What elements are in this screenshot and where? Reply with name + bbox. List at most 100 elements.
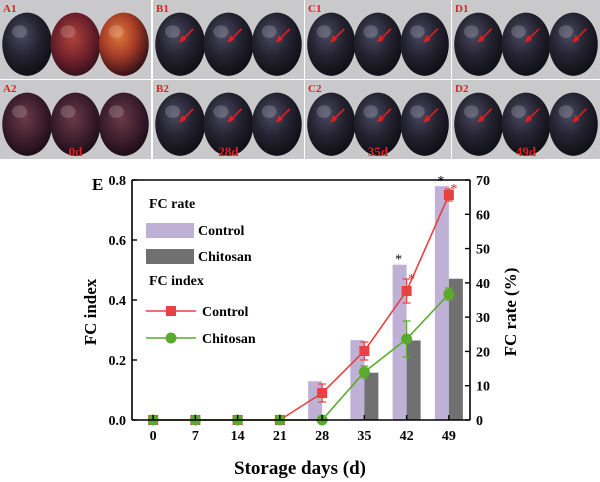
plum-highlight [363, 105, 379, 118]
crack-arrowhead [376, 34, 384, 43]
photo-panel-id: B1 [156, 3, 169, 15]
plum-fruit [454, 12, 504, 76]
y-right-tick-label: 0 [476, 414, 483, 429]
x-axis-label: Storage days (d) [234, 458, 366, 479]
photo-panel-a1: A1 [0, 0, 151, 79]
plum-highlight [316, 25, 332, 38]
significance-mark-line: * [450, 182, 457, 197]
y-right-tick-label: 30 [476, 311, 490, 326]
legend-title-fc-rate: FC rate [149, 197, 195, 212]
crack-arrowhead [330, 34, 338, 43]
plum-fruit [353, 92, 403, 156]
legend-label-rate-control: Control [198, 224, 245, 239]
plum-fruit [353, 12, 403, 76]
plum-fruit [50, 92, 101, 156]
plum-highlight [165, 105, 181, 118]
photo-panel-d1: D1 [452, 0, 600, 79]
plum-highlight [463, 105, 479, 118]
photo-panel-b1: B1 [153, 0, 304, 79]
plum-highlight [261, 25, 277, 38]
crack-arrowhead [572, 114, 580, 123]
photo-panel-id: A1 [3, 3, 16, 15]
plum-highlight [108, 105, 124, 118]
legend-title-fc-index: FC index [149, 274, 204, 289]
photo-day-label: 28d [218, 144, 239, 159]
y-right-tick-label: 60 [476, 208, 490, 223]
point-control [443, 190, 454, 200]
plum-highlight [410, 105, 425, 118]
y-right-tick-label: 70 [476, 174, 490, 189]
plum-highlight [60, 25, 76, 38]
crack-arrowhead [179, 114, 187, 123]
plum-highlight [558, 105, 574, 118]
y-left-tick-label: 0.0 [109, 414, 127, 429]
plum-fruit [251, 12, 302, 76]
point-chitosan [443, 288, 455, 300]
plum-fruit [454, 92, 504, 156]
plum-fruit [2, 12, 53, 76]
legend-marker-index-control [166, 306, 176, 316]
plum-fruit [203, 12, 254, 76]
plum-highlight [108, 25, 124, 38]
photo-panel-d2: D2 49d [452, 80, 600, 159]
y-left-tick-label: 0.2 [109, 354, 127, 369]
plum-highlight [12, 105, 28, 118]
crack-arrowhead [376, 114, 384, 123]
plum-highlight [363, 25, 379, 38]
bar-chitosan [448, 278, 463, 420]
plum-highlight [558, 25, 574, 38]
legend-label-index-chitosan: Chitosan [202, 332, 256, 347]
crack-arrowhead [330, 114, 338, 123]
crack-arrowhead [275, 34, 283, 43]
legend-swatch-rate-control [146, 223, 194, 238]
plum-fruit [548, 12, 598, 76]
point-control [401, 286, 412, 296]
legend-label-index-control: Control [202, 305, 249, 320]
plum-highlight [511, 25, 526, 38]
x-tick-label: 7 [192, 429, 199, 444]
point-chitosan [358, 366, 370, 378]
plum-fruit [400, 92, 449, 156]
y-right-tick-label: 20 [476, 345, 490, 360]
bar-chitosan [406, 340, 421, 420]
plum-fruit [501, 92, 551, 156]
fruit-photo-grid: A1 B1 C1 D1 A2 0d B2 28d C2 35d D2 49d [0, 0, 600, 159]
photo-panel-b2: B2 28d [153, 80, 304, 159]
crack-arrowhead [275, 114, 283, 123]
plum-highlight [463, 25, 479, 38]
plum-highlight [165, 25, 181, 38]
plum-fruit [2, 92, 53, 156]
panel-label-e: E [92, 175, 103, 194]
photo-day-label: 0d [69, 144, 84, 159]
y-right-tick-label: 50 [476, 243, 490, 258]
point-control [359, 346, 370, 356]
photo-panel-id: A2 [3, 83, 17, 95]
plum-fruit [501, 12, 551, 76]
crack-arrowhead [572, 34, 580, 43]
plum-fruit [548, 92, 598, 156]
fc-chart: E * * * * 0.0 0.2 0.4 0.6 0.8 0 10 20 30 40 50 60 70 0 7 1… [81, 174, 520, 479]
y-left-tick-label: 0.6 [109, 234, 127, 249]
bar-control [434, 186, 449, 420]
x-tick-label: 42 [400, 429, 414, 444]
photo-day-label: 35d [368, 144, 389, 159]
plum-fruit [400, 12, 449, 76]
x-tick-label: 21 [273, 429, 287, 444]
plum-fruit [98, 12, 149, 76]
plum-highlight [60, 105, 76, 118]
crack-arrowhead [423, 34, 431, 43]
significance-mark-bar: * [437, 174, 444, 189]
crack-arrowhead [524, 34, 532, 43]
legend-marker-index-chitosan [165, 332, 177, 344]
y-right-tick-label: 40 [476, 277, 490, 292]
photo-panel-c2: C2 35d [305, 80, 451, 159]
x-tick-label: 28 [315, 429, 329, 444]
plum-fruit [155, 92, 206, 156]
crack-arrowhead [477, 114, 485, 123]
plum-fruit [307, 92, 356, 156]
plum-fruit [251, 92, 302, 156]
photo-day-label: 49d [516, 144, 537, 159]
crack-arrowhead [227, 114, 235, 123]
photo-panel-id: B2 [156, 83, 169, 95]
crack-arrowhead [423, 114, 431, 123]
